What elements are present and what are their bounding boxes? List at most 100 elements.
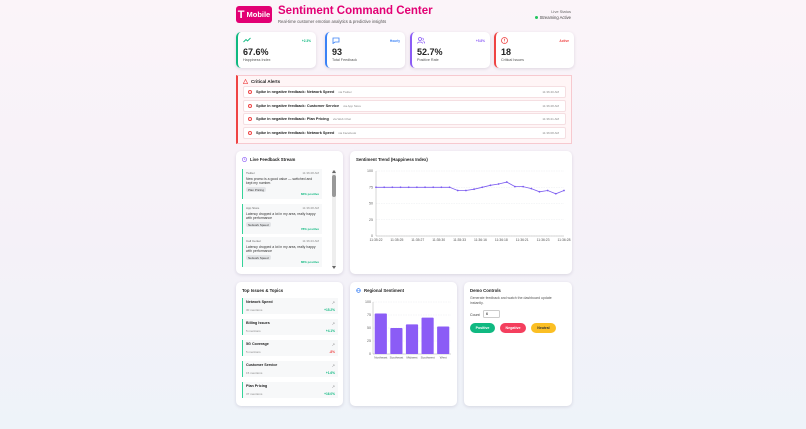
alert-message: Spike in negative feedback: Plan Pricing xyxy=(256,117,329,121)
alert-circle-icon xyxy=(248,103,252,108)
page-subtitle: Real-time customer emotion analytics & p… xyxy=(278,19,387,24)
live-status-label: Live Status xyxy=(551,9,571,14)
sentiment-trend-card: Sentiment Trend (Happiness Index) 0 25 50 7… xyxy=(350,151,572,274)
negative-button[interactable]: Negative xyxy=(500,323,526,333)
x-tick-label: Southwest xyxy=(421,356,435,360)
issue-mentions: 30 mentions xyxy=(246,308,263,312)
y-tick-label: 0 xyxy=(369,352,371,356)
feedback-text: Latency dropped a lot in my area, really… xyxy=(246,244,316,253)
data-point xyxy=(448,186,451,189)
x-tick-label: West xyxy=(440,356,447,360)
data-point xyxy=(424,186,426,189)
kpi-label: Positive Rate xyxy=(417,58,439,62)
issue-item[interactable]: Plan Pricing 37 mentions ↗ +16.0% xyxy=(242,382,338,398)
issue-name: 5G Coverage xyxy=(246,342,269,346)
kpi-label: Critical Issues xyxy=(501,58,524,62)
bar xyxy=(437,326,450,354)
data-point xyxy=(546,189,549,192)
y-tick-label: 100 xyxy=(365,300,371,304)
issue-item[interactable]: Customer Service 15 mentions ↗ +1.6% xyxy=(242,361,338,377)
feedback-text: Latency dropped a lot in my area, really… xyxy=(246,211,316,220)
scroll-down-icon[interactable] xyxy=(332,266,336,269)
bar xyxy=(374,313,387,354)
y-tick-label: 75 xyxy=(367,313,371,317)
chat-icon xyxy=(332,37,340,44)
live-status-indicator: Streaming Active xyxy=(534,15,571,20)
tmobile-logo: T Mobile xyxy=(236,6,272,23)
feedback-item[interactable]: Twitter 11:36:28 AM New promo is a good … xyxy=(242,169,322,199)
kpi-label: Happiness Index xyxy=(243,58,271,62)
feedback-topic-tag: Network Speed xyxy=(246,222,271,228)
feed-header: Live Feedback Stream xyxy=(242,157,295,162)
data-point xyxy=(489,184,492,187)
alert-item[interactable]: Spike in negative feedback: Network Spee… xyxy=(243,126,566,139)
y-tick-label: 75 xyxy=(369,185,373,189)
data-point xyxy=(563,189,565,192)
critical-alerts-panel: Critical Alerts Spike in negative feedba… xyxy=(236,75,572,144)
x-tick-label: 11:35:33 xyxy=(453,238,466,242)
x-tick-label: 11:36:28 xyxy=(558,238,571,242)
alert-time: 11:36:28 AM xyxy=(542,103,559,108)
scroll-thumb[interactable] xyxy=(332,175,336,197)
alert-time: 11:36:21 AM xyxy=(542,117,559,121)
kpi-value: 18 xyxy=(501,47,512,57)
data-point xyxy=(473,188,475,191)
series-line xyxy=(376,181,565,195)
feedback-time: 11:36:23 AM xyxy=(302,239,319,243)
issue-change: +16.0% xyxy=(324,392,335,396)
alert-item[interactable]: Spike in negative feedback: Network Spee… xyxy=(243,86,566,98)
issue-mentions: 5 mentions xyxy=(246,329,261,333)
regional-title: Regional Sentiment xyxy=(364,288,405,293)
top-issues-card: Top Issues & Topics Network Speed 30 men… xyxy=(236,282,343,406)
bar xyxy=(390,328,403,354)
data-point xyxy=(465,189,467,192)
x-tick-label: 11:35:27 xyxy=(411,238,424,242)
alert-source: via Facebook xyxy=(338,130,357,135)
data-point xyxy=(554,192,557,195)
kpi-card-happiness: +2.3% 67.6% Happiness Index xyxy=(236,32,316,68)
issue-change: +15.2% xyxy=(324,308,335,312)
live-status-text: Streaming Active xyxy=(539,15,571,20)
data-point xyxy=(505,181,508,183)
data-point xyxy=(399,186,402,189)
regional-sentiment-card: Regional Sentiment 0 25 50 75 100 Northeast So… xyxy=(350,282,457,406)
feedback-source: Twitter xyxy=(246,171,255,175)
warning-icon xyxy=(243,79,248,84)
scroll-up-icon[interactable] xyxy=(332,170,336,173)
data-point xyxy=(407,186,410,189)
x-tick-label: 11:35:25 xyxy=(390,238,403,242)
issue-mentions: 15 mentions xyxy=(246,371,263,375)
x-tick-label: Southeast xyxy=(390,356,404,360)
issue-item[interactable]: Billing Issues 5 mentions ↗ +4.1% xyxy=(242,319,338,335)
feedback-item[interactable]: App Store 11:36:28 AM Latency dropped a … xyxy=(242,204,322,234)
alert-item[interactable]: Spike in negative feedback: Plan Pricing… xyxy=(243,113,566,125)
alert-item[interactable]: Spike in negative feedback: Customer Ser… xyxy=(243,99,566,112)
issue-item[interactable]: 5G Coverage 5 mentions ↗ -8% xyxy=(242,340,338,356)
y-tick-label: 100 xyxy=(367,169,373,173)
neutral-button[interactable]: Neutral xyxy=(531,323,556,333)
y-tick-label: 0 xyxy=(371,234,373,238)
data-point xyxy=(375,186,377,189)
feedback-item[interactable]: Call Center 11:36:23 AM Latency dropped … xyxy=(242,237,322,267)
regional-header: Regional Sentiment xyxy=(356,288,404,293)
data-point xyxy=(514,185,516,188)
alert-source: via Twitter xyxy=(338,90,352,94)
kpi-badge: Hourly xyxy=(389,39,400,43)
x-tick-label: Midwest xyxy=(406,356,417,360)
data-point xyxy=(383,186,386,189)
trend-line-icon: ↗ xyxy=(331,363,335,368)
positive-button[interactable]: Positive xyxy=(470,323,495,333)
trend-line-icon: ↗ xyxy=(331,384,335,389)
trend-line-icon: ↗ xyxy=(331,300,335,305)
issue-change: +1.6% xyxy=(325,371,335,375)
feedback-time: 11:36:28 AM xyxy=(302,206,319,210)
count-input[interactable] xyxy=(483,310,500,318)
issue-name: Network Speed xyxy=(246,300,273,304)
data-point xyxy=(522,185,525,188)
alert-circle-icon xyxy=(501,37,508,44)
issue-item[interactable]: Network Speed 30 mentions ↗ +15.2% xyxy=(242,298,338,314)
x-tick-label: 11:35:30 xyxy=(432,238,445,242)
feedback-score: 86% positive xyxy=(300,260,319,264)
feedback-source: Call Center xyxy=(246,239,262,243)
feed-scrollbar[interactable] xyxy=(332,170,336,269)
